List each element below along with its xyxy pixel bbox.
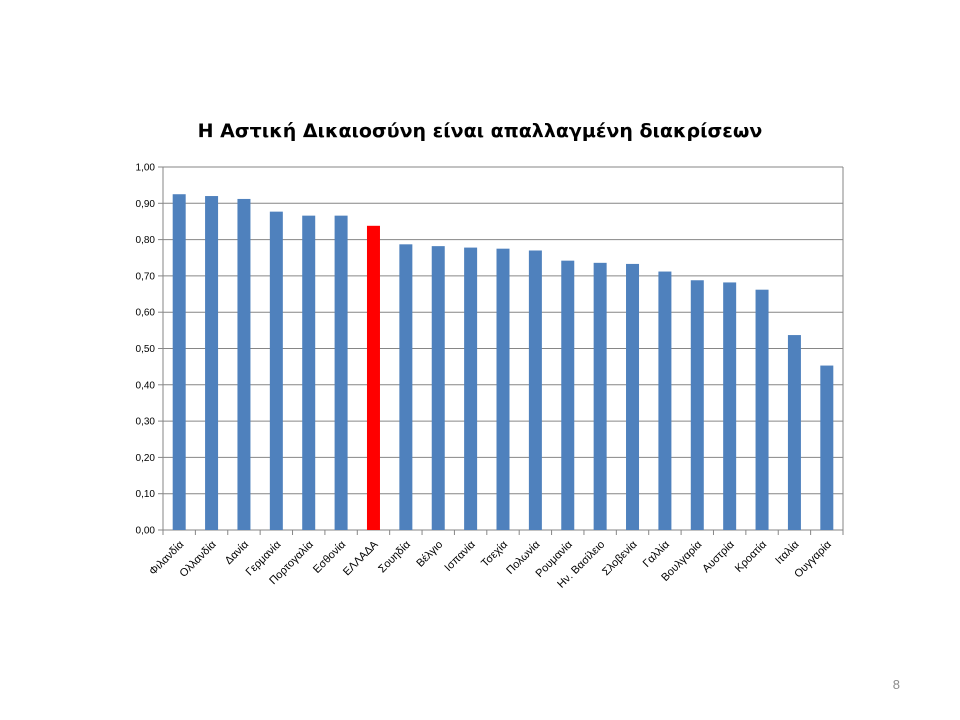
x-tick-label: Κροατία	[733, 538, 770, 575]
bar	[561, 260, 575, 530]
x-tick-label: Δανία	[223, 538, 252, 567]
bar	[593, 262, 607, 530]
bar	[820, 365, 834, 530]
x-tick-label: Ισπανία	[442, 538, 478, 574]
bar	[269, 211, 283, 531]
bar	[366, 225, 380, 530]
bar	[787, 335, 801, 530]
y-tick-label: 0,70	[136, 271, 156, 282]
y-tick-label: 0,30	[136, 417, 156, 428]
bar	[723, 282, 737, 530]
bar	[334, 215, 348, 530]
bar	[172, 194, 186, 530]
bar	[302, 215, 316, 530]
bar	[690, 280, 704, 530]
x-tick-label: Βέλγιο	[414, 539, 445, 570]
y-tick-label: 0,40	[136, 380, 156, 391]
page-number: 8	[892, 677, 900, 692]
chart-title: Η Αστική Δικαιοσύνη είναι απαλλαγμένη δι…	[197, 120, 763, 142]
bar	[626, 263, 640, 530]
bar	[658, 271, 672, 530]
y-tick-label: 0,50	[136, 344, 156, 355]
y-tick-label: 0,20	[136, 453, 156, 464]
y-tick-label: 0,80	[136, 235, 156, 246]
x-tick-label: Γαλλία	[641, 538, 673, 570]
x-tick-label: Σλοβενία	[600, 538, 640, 578]
bar	[528, 250, 542, 531]
x-tick-label: Τσεχία	[479, 538, 510, 569]
bar	[399, 244, 413, 530]
bar	[755, 289, 769, 530]
x-tick-label: ΕΛΛΑΔΑ	[341, 538, 381, 578]
x-tick-label: Ιταλία	[773, 538, 802, 567]
bar	[496, 248, 510, 531]
y-tick-label: 1,00	[136, 163, 156, 174]
bar	[205, 196, 219, 531]
x-tick-label: Αυστρία	[700, 538, 737, 575]
x-tick-label: Σουηδία	[376, 538, 413, 575]
bars	[172, 194, 834, 531]
y-tick-label: 0,60	[136, 308, 156, 319]
y-tick-label: 0,90	[136, 199, 156, 210]
y-tick-label: 0,10	[136, 489, 156, 500]
y-tick-label: 0,00	[136, 526, 156, 537]
x-tick-label: Ολλανδία	[178, 538, 220, 580]
bar	[237, 198, 251, 530]
bar	[464, 247, 478, 530]
bar	[431, 246, 445, 530]
